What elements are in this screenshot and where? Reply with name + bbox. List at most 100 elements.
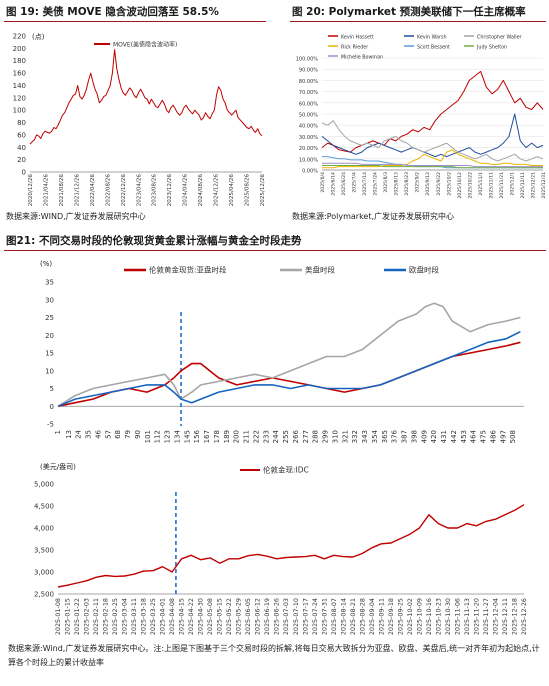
x-tick-label: 2025-12-18 xyxy=(510,598,518,635)
x-tick-label: 2025/8/23 xyxy=(404,172,410,196)
fig19-title: 图 19: 美债 MOVE 隐含波动回落至 58.5% xyxy=(6,6,219,18)
x-tick-label: 2025/9/12 xyxy=(425,172,431,196)
x-tick-label: 2025-12-04 xyxy=(491,598,499,635)
x-tick-label: 2025-12-26 xyxy=(520,598,528,635)
x-tick-label: 2025-07-17 xyxy=(301,598,309,635)
x-tick-label: 332 xyxy=(351,430,359,443)
y-tick-label: 40.00% xyxy=(299,124,318,130)
y-tick-label: 10.00% xyxy=(299,157,318,163)
x-tick-label: 2025/6/14 xyxy=(331,172,337,196)
x-tick-label: 2025-07-03 xyxy=(282,598,290,635)
y-tick-label: 80.00% xyxy=(299,79,318,85)
fig20-title-rule xyxy=(290,21,546,22)
x-tick-label: 2025-03-11 xyxy=(130,598,138,635)
fig20-title: 图 20: Polymarket 预测美联储下一任主席概率 xyxy=(292,6,526,18)
series-line-1 xyxy=(57,341,521,408)
y-tick-label: 25 xyxy=(45,314,54,322)
x-tick-label: 2024/08/26 xyxy=(198,174,204,207)
x-tick-label: 90 xyxy=(134,430,142,439)
x-tick-label: 2022/12/26 xyxy=(121,174,127,207)
x-tick-label: 2025-06-05 xyxy=(244,598,252,635)
legend-label: Rick Rieder xyxy=(341,45,368,51)
y-tick-label: 100.00% xyxy=(296,57,318,63)
x-tick-label: 2025-02-18 xyxy=(102,598,110,635)
gold-price-chart: 2,500 3,000 3,500 4,000 4,500 5,000 2025-01-08… xyxy=(34,462,528,635)
y-tick-label: 0 xyxy=(22,169,26,177)
x-tick-label: 2025-01-08 xyxy=(54,598,62,635)
x-tick-label: 2025-07-10 xyxy=(292,598,300,635)
x-tick-label: 255 xyxy=(282,430,290,443)
x-tick-label: 2025/10/22 xyxy=(467,172,473,199)
x-tick-label: 299 xyxy=(322,430,330,443)
x-tick-label: 2025-05-08 xyxy=(206,598,214,635)
x-tick-label: 2025-10-02 xyxy=(406,598,414,635)
x-tick-label: 2021/04/26 xyxy=(43,174,49,207)
x-tick-label: 453 xyxy=(460,430,468,443)
series-line-1 xyxy=(57,504,525,588)
x-tick-label: 123 xyxy=(164,430,172,443)
x-tick-label: 2025-05-29 xyxy=(235,598,243,635)
x-tick-label: 222 xyxy=(252,430,260,443)
x-tick-label: 244 xyxy=(272,429,280,443)
x-tick-label: 2025/6/4 xyxy=(320,172,326,193)
y-tick-label: 20 xyxy=(45,332,54,340)
y-tick-label: 90.00% xyxy=(299,68,318,74)
x-tick-label: 101 xyxy=(144,430,152,443)
x-tick-label: 2025-11-20 xyxy=(472,598,480,635)
x-tick-label: 398 xyxy=(410,430,418,443)
x-tick-label: 68 xyxy=(114,430,122,439)
x-tick-label: 112 xyxy=(154,430,162,443)
y-tick-label: 0 xyxy=(50,403,54,411)
x-tick-label: 2025-04-01 xyxy=(159,598,167,635)
y-tick-label: 120 xyxy=(13,94,26,102)
x-tick-label: 2024/12/26 xyxy=(214,174,220,207)
x-tick-label: 2025/9/22 xyxy=(436,172,442,196)
x-tick-label: 2022/04/26 xyxy=(90,174,96,207)
x-tick-label: 2025-03-04 xyxy=(121,598,129,635)
x-tick-label: 2023/04/26 xyxy=(136,174,142,207)
x-tick-label: 2025/12/31 xyxy=(541,172,547,199)
y-tick-label: 0.00% xyxy=(302,169,318,175)
legend-label: MOVE(美债隐含波动率) xyxy=(113,41,177,49)
fig21-title: 图21: 不同交易时段的伦敦现货黄金累计涨幅与黄金全时段走势 xyxy=(6,235,302,247)
x-tick-label: 2025/12/21 xyxy=(530,172,536,199)
x-tick-label: 2025/04/26 xyxy=(229,174,235,207)
x-tick-label: 2025-02-25 xyxy=(111,598,119,635)
x-tick-label: 321 xyxy=(341,430,349,443)
fig20-source: 数据来源:Polymarket,广发证券发展研究中心 xyxy=(292,212,455,221)
x-tick-label: 2025/7/4 xyxy=(352,172,358,193)
x-tick-label: 508 xyxy=(509,430,517,443)
x-tick-label: 2025-08-07 xyxy=(330,598,338,635)
x-tick-label: 57 xyxy=(104,430,112,439)
x-tick-label: 2025-01-15 xyxy=(64,598,72,635)
y-tick-label: 30 xyxy=(45,296,54,304)
x-tick-label: 178 xyxy=(213,430,221,443)
x-tick-label: 200 xyxy=(233,430,241,443)
y-unit-label: (美元/盎司) xyxy=(40,462,76,471)
y-tick-label: 220 xyxy=(13,33,26,41)
x-tick-label: 2025/11/21 xyxy=(499,172,505,199)
y-tick-label: 4,500 xyxy=(34,503,54,511)
y-tick-label: 5,000 xyxy=(34,481,54,489)
x-tick-label: 2025-09-25 xyxy=(396,598,404,635)
y-tick-label: 35 xyxy=(45,279,54,287)
legend-label: 美盘时段 xyxy=(305,265,335,275)
x-tick-label: 2025/12/11 xyxy=(520,172,526,199)
y-tick-label: 60.00% xyxy=(299,101,318,107)
x-tick-label: 2025-06-19 xyxy=(263,598,271,635)
y-tick-label: 60 xyxy=(17,131,26,139)
x-tick-label: 2025/12/1 xyxy=(509,172,515,196)
y-tick-label: 160 xyxy=(13,70,26,78)
x-tick-label: 2023/08/26 xyxy=(152,174,158,207)
x-tick-label: 13 xyxy=(65,430,73,439)
y-tick-label: 140 xyxy=(13,82,26,90)
x-tick-label: 35 xyxy=(85,430,93,439)
y-tick-label: 10 xyxy=(45,367,54,375)
y-tick-label: 80 xyxy=(17,119,26,127)
series-line-7 xyxy=(322,162,543,168)
x-tick-label: 387 xyxy=(401,430,409,443)
x-tick-label: 2025-11-06 xyxy=(453,598,461,635)
y-tick-label: 200 xyxy=(13,45,26,53)
legend-label: Kevin Warsh xyxy=(417,35,446,41)
x-tick-label: 2025-06-26 xyxy=(273,598,281,635)
